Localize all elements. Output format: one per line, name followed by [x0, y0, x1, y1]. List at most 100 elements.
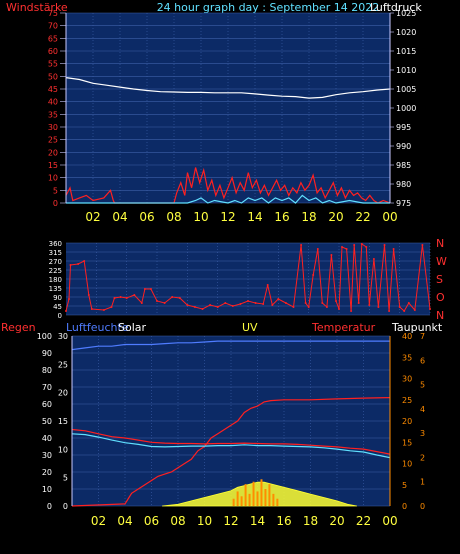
wind-direction-point — [110, 306, 113, 308]
time-tick: 14 — [250, 514, 265, 528]
wind-direction-point — [392, 248, 395, 250]
temperatur-axis: 0 5 10 15 20 25 30 35 40 — [402, 332, 412, 511]
luftfeuchte-label: Luftfeuchte — [66, 321, 129, 334]
regen-tick: 90 — [42, 349, 52, 358]
luftfeuchte-tick: 15 — [58, 417, 68, 426]
wind-direction-point — [330, 254, 333, 256]
wind-direction-point — [398, 306, 401, 308]
wind-direction-point — [266, 284, 269, 286]
uv-tick: 7 — [420, 332, 425, 341]
time-tick: 08 — [166, 210, 181, 224]
time-tick: 10 — [193, 210, 208, 224]
uv-tick: 3 — [420, 429, 425, 438]
regen-tick: 20 — [42, 468, 52, 477]
uv-tick: 6 — [420, 356, 425, 365]
wind-direction-point — [83, 260, 86, 262]
wind-direction-point — [360, 243, 363, 245]
wind-direction-point — [353, 244, 356, 246]
direction-tick: 315 — [49, 249, 62, 257]
wind-direction-point — [68, 298, 70, 300]
temperatur-tick: 0 — [402, 502, 407, 511]
wind-direction-point — [65, 310, 67, 312]
uv-label: UV — [242, 321, 258, 334]
wind-direction-point — [178, 297, 181, 299]
regen-tick: 80 — [42, 366, 52, 375]
wind-direction-point — [338, 308, 340, 310]
compass-tick: O — [436, 291, 445, 304]
wind-direction-point — [335, 300, 337, 302]
direction-tick: 0 — [58, 312, 62, 320]
wind-direction-point — [77, 263, 80, 265]
time-tick: 20 — [328, 210, 343, 224]
regen-tick: 70 — [42, 383, 52, 392]
wind-direction-point — [365, 246, 368, 248]
time-tick: 04 — [117, 514, 132, 528]
windstaerke-tick: 45 — [48, 85, 58, 94]
temperatur-tick: 20 — [402, 417, 412, 426]
luftdruck-tick: 1000 — [396, 104, 416, 113]
wind-time-axis: 02 04 06 08 10 12 14 16 18 20 22 00 — [85, 210, 397, 224]
windstaerke-tick: 55 — [48, 60, 58, 69]
wind-direction-point — [388, 310, 391, 312]
temperatur-label: Temperatur — [311, 321, 376, 334]
wind-direction-point — [156, 300, 158, 302]
time-tick: 16 — [274, 210, 289, 224]
windstaerke-tick: 0 — [53, 199, 58, 208]
wind-direction-point — [90, 308, 93, 310]
direction-tick: 225 — [49, 267, 62, 275]
wind-direction-point — [271, 304, 274, 306]
series-luftdruck-line — [65, 77, 391, 99]
luftfeuchte-tick: 10 — [58, 445, 68, 454]
luftfeuchte-tick: 30 — [58, 332, 68, 341]
wind-direction-point — [113, 297, 116, 299]
regen-tick: 0 — [47, 502, 52, 511]
direction-tick: 270 — [49, 258, 62, 266]
time-tick: 14 — [247, 210, 262, 224]
wind-direction-point — [316, 248, 319, 250]
temperatur-tick: 35 — [402, 353, 412, 362]
solar-area — [162, 479, 357, 507]
compass-tick: N — [436, 237, 444, 250]
time-tick: 02 — [85, 210, 100, 224]
wind-direction-point — [254, 302, 257, 304]
time-tick: 02 — [91, 514, 106, 528]
wind-direction-point — [300, 244, 303, 246]
taupunkt-label: Taupunkt — [391, 321, 443, 334]
series-regen-line — [71, 397, 391, 507]
windstaerke-tick: 40 — [48, 98, 58, 107]
luftdruck-tick: 985 — [396, 161, 411, 170]
wind-direction-point — [201, 308, 204, 310]
wind-direction-point — [345, 248, 348, 250]
luftdruck-tick: 1010 — [396, 66, 416, 75]
luftdruck-tick: 1020 — [396, 28, 416, 37]
wind-direction-point — [350, 310, 353, 312]
wind-direction-point — [325, 306, 328, 308]
windstaerke-label: Windstärke — [6, 1, 68, 14]
regen-tick: 10 — [42, 485, 52, 494]
wind-direction-point — [321, 302, 324, 304]
time-tick: 10 — [197, 514, 212, 528]
time-tick: 18 — [301, 210, 316, 224]
direction-tick: 180 — [49, 276, 62, 284]
series-temperatur-line — [71, 428, 391, 455]
wind-direction-point — [247, 300, 249, 302]
luftdruck-label: Luftdruck — [370, 1, 422, 14]
time-tick: 12 — [220, 210, 235, 224]
regen-tick: 50 — [42, 417, 52, 426]
wind-direction-point — [143, 288, 146, 290]
direction-tick: 90 — [53, 294, 62, 302]
luftdruck-axis: 975 980 985 990 995 1000 1005 1010 1015 1020 1025 — [390, 9, 416, 208]
regen-tick: 40 — [42, 434, 52, 443]
temperatur-tick: 5 — [402, 481, 407, 490]
wind-direction-point — [292, 306, 295, 308]
luftfeuchte-tick: 5 — [63, 474, 68, 483]
time-tick: 20 — [329, 514, 344, 528]
windstaerke-tick: 15 — [48, 161, 58, 170]
wind-direction-point — [284, 302, 287, 304]
time-tick: 06 — [144, 514, 159, 528]
luftdruck-tick: 975 — [396, 199, 411, 208]
luftdruck-tick: 995 — [396, 123, 411, 132]
uv-tick: 1 — [420, 478, 425, 487]
